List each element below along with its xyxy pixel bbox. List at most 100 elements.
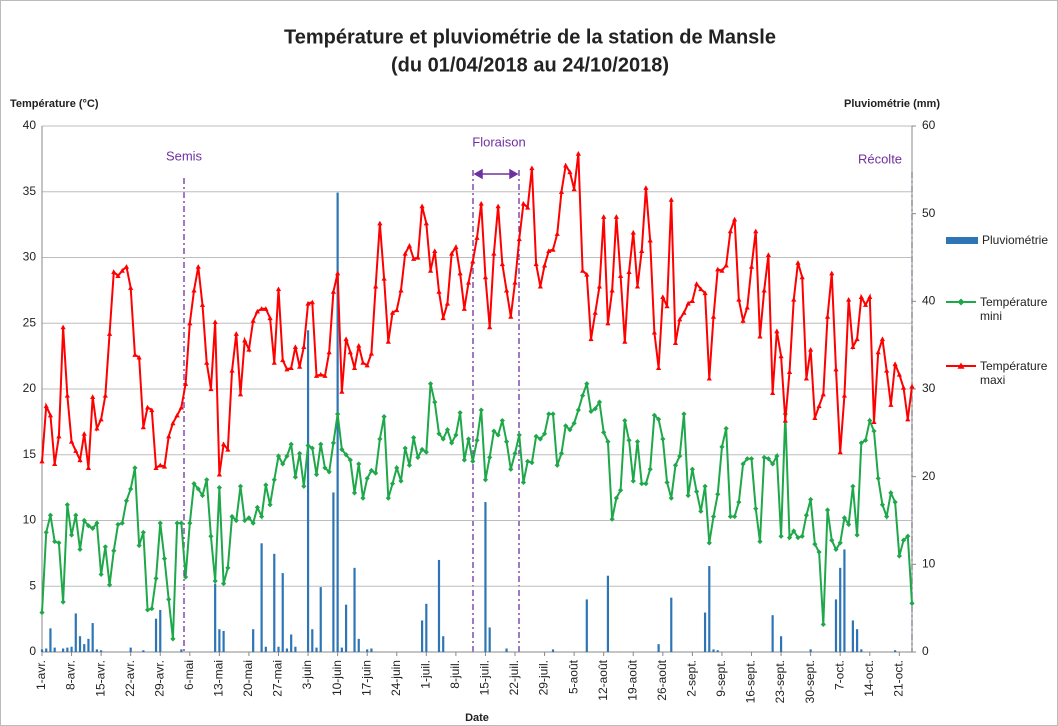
marker <box>394 465 400 471</box>
marker <box>736 499 742 505</box>
y2-tick-label: 10 <box>922 557 936 571</box>
marker <box>111 548 117 554</box>
marker <box>242 337 248 343</box>
marker <box>187 520 193 526</box>
bar <box>319 587 322 652</box>
marker <box>516 236 522 242</box>
legend-label: Température maxi <box>980 359 1048 387</box>
bar <box>670 597 673 652</box>
bar <box>306 330 310 652</box>
marker <box>402 445 408 451</box>
marker <box>871 419 877 424</box>
marker <box>668 495 674 501</box>
marker <box>837 449 843 455</box>
marker <box>271 477 277 483</box>
marker <box>39 458 45 464</box>
marker <box>233 331 239 336</box>
marker <box>128 486 134 492</box>
bar <box>294 646 297 652</box>
marker <box>858 294 864 300</box>
marker <box>474 437 480 443</box>
marker <box>465 436 472 442</box>
marker <box>854 336 860 342</box>
bar <box>91 623 94 652</box>
marker <box>850 483 856 489</box>
marker <box>795 534 801 541</box>
marker <box>313 471 320 478</box>
x-tick-label: 13-mai <box>212 660 226 697</box>
marker <box>144 607 151 613</box>
marker <box>174 412 180 418</box>
marker <box>694 281 700 286</box>
marker <box>153 465 159 470</box>
marker <box>808 346 814 352</box>
x-tick-label: 21-oct. <box>892 660 906 697</box>
marker <box>330 440 337 446</box>
marker <box>457 410 463 416</box>
marker <box>347 349 353 355</box>
marker <box>427 268 434 273</box>
marker <box>242 517 248 524</box>
marker <box>94 520 100 526</box>
marker <box>335 270 341 276</box>
marker <box>846 296 852 302</box>
marker <box>774 453 780 459</box>
marker <box>660 436 666 442</box>
marker <box>529 460 535 466</box>
marker <box>482 274 489 280</box>
marker <box>68 439 75 444</box>
marker <box>377 436 383 442</box>
marker <box>170 636 176 642</box>
marker <box>820 391 826 397</box>
marker <box>182 381 189 386</box>
marker <box>656 416 662 422</box>
marker <box>677 453 683 459</box>
marker <box>533 261 539 267</box>
marker <box>351 365 358 371</box>
marker <box>81 517 87 524</box>
marker <box>706 375 712 381</box>
marker <box>715 491 721 497</box>
bar <box>839 567 842 652</box>
x-tick-label: 5-août <box>566 659 580 694</box>
marker <box>588 408 594 414</box>
x-tick-label: 30-sept. <box>803 660 817 703</box>
marker <box>626 269 632 275</box>
marker <box>495 432 501 438</box>
marker <box>313 373 320 378</box>
marker <box>77 457 83 463</box>
marker <box>854 532 860 538</box>
bar <box>311 629 314 652</box>
marker <box>892 499 898 505</box>
legend-label: Température mini <box>980 295 1048 323</box>
marker <box>761 287 767 293</box>
marker <box>702 290 708 296</box>
marker <box>579 268 586 273</box>
marker <box>161 463 168 469</box>
marker <box>43 403 49 409</box>
marker <box>609 516 615 522</box>
marker <box>896 553 902 559</box>
marker <box>157 462 163 468</box>
marker <box>351 490 358 496</box>
marker <box>698 286 704 292</box>
marker <box>364 362 370 368</box>
bar <box>252 629 255 652</box>
marker <box>322 465 328 471</box>
y-tick-label: 0 <box>29 644 36 658</box>
marker <box>694 488 700 495</box>
marker <box>575 407 581 413</box>
marker <box>250 318 256 323</box>
marker <box>394 307 400 313</box>
bar <box>809 649 812 652</box>
y2-tick-label: 60 <box>922 118 936 132</box>
marker <box>710 513 717 520</box>
marker <box>360 360 366 365</box>
x-tick-label: 22-avr. <box>123 660 137 697</box>
marker <box>47 412 54 418</box>
marker <box>643 481 649 487</box>
marker <box>770 461 776 467</box>
marker <box>681 411 687 417</box>
